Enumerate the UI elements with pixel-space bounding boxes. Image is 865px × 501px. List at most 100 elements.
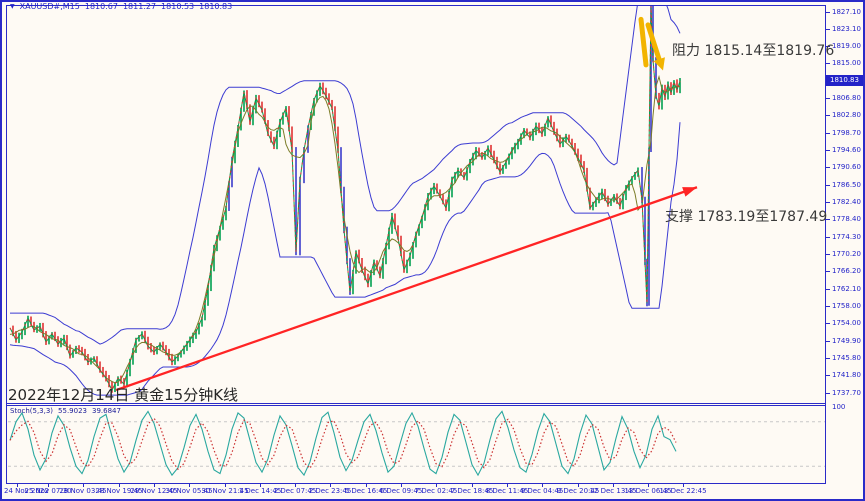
left-border	[6, 5, 7, 483]
price-axis-label: 1798.70	[832, 128, 861, 137]
time-axis-label: 29 Nov 12:45	[130, 487, 178, 495]
stoch-k-value: 55.9023	[58, 407, 87, 415]
time-tick	[683, 483, 684, 487]
support-annotation: 支撑 1783.19至1787.49	[665, 209, 828, 225]
price-tick	[826, 323, 830, 325]
time-axis-label: 12 Dec 13:45	[589, 487, 637, 495]
price-tick	[826, 11, 830, 13]
time-axis-label: 13 Dec 06:45	[624, 487, 672, 495]
price-axis-label: 1766.20	[832, 267, 861, 276]
time-tick	[436, 483, 437, 487]
price-axis-label: 1823.10	[832, 24, 861, 33]
price-axis-label: 1802.80	[832, 111, 861, 120]
time-tick	[83, 483, 84, 487]
time-axis-label: 25 Nov 07:30	[24, 487, 72, 495]
price-tick	[826, 236, 830, 238]
price-tick	[826, 340, 830, 342]
time-axis-label: 2 Dec 07:45	[273, 487, 317, 495]
time-tick	[119, 483, 120, 487]
price-tick	[826, 306, 830, 308]
chart-header: ▼ XAUUSD#,M15 1810.67 1811.27 1810.53 18…	[10, 2, 232, 11]
time-axis-line	[6, 483, 826, 484]
price-axis-label: 1774.30	[832, 232, 861, 241]
time-tick	[401, 483, 402, 487]
price-tick	[826, 63, 830, 65]
price-axis-label: 1786.50	[832, 180, 861, 189]
price-tick	[826, 28, 830, 30]
time-tick	[613, 483, 614, 487]
time-axis-label: 30 Nov 05:45	[165, 487, 213, 495]
time-tick	[578, 483, 579, 487]
time-axis-label: 1 Dec 14:45	[238, 487, 282, 495]
stoch-d-value: 39.6847	[91, 407, 121, 415]
main-panel-bottom-border	[6, 403, 826, 404]
price-axis-label: 1770.20	[832, 250, 861, 259]
price-axis-label: 1749.90	[832, 336, 861, 345]
time-tick	[330, 483, 331, 487]
price-axis-label: 1827.10	[832, 7, 861, 16]
time-axis-label: 7 Dec 02:45	[414, 487, 458, 495]
time-axis-label: 7 Dec 18:45	[450, 487, 494, 495]
price-tick	[826, 150, 830, 152]
price-axis-line	[825, 5, 826, 483]
stoch-label: Stoch(5,3,3)	[10, 407, 54, 415]
time-tick	[507, 483, 508, 487]
time-axis-label: 9 Dec 04:45	[520, 487, 564, 495]
time-axis-label: 28 Nov 19:45	[95, 487, 143, 495]
price-tick	[826, 288, 830, 290]
time-axis-label: 24 Nov 2022	[4, 487, 49, 495]
price-tick	[826, 358, 830, 360]
time-tick	[189, 483, 190, 487]
price-tick	[826, 46, 830, 48]
symbol-label: XAUUSD#,M15	[19, 2, 80, 11]
price-tick	[826, 184, 830, 186]
price-axis-label: 1815.00	[832, 59, 861, 68]
price-axis-label: 1790.60	[832, 163, 861, 172]
price-tick	[826, 167, 830, 169]
time-axis-label: 13 Dec 22:45	[659, 487, 707, 495]
price-axis-label: 1762.10	[832, 284, 861, 293]
price-axis-label: 1782.40	[832, 198, 861, 207]
price-tick	[826, 375, 830, 377]
time-tick	[17, 483, 18, 487]
price-tick	[826, 254, 830, 256]
time-tick	[366, 483, 367, 487]
ohlc-high: 1811.27	[122, 2, 157, 11]
resistance-annotation: 阻力 1815.14至1819.76	[672, 43, 835, 59]
time-tick	[648, 483, 649, 487]
time-tick	[260, 483, 261, 487]
time-axis-label: 30 Nov 21:45	[201, 487, 249, 495]
price-axis-label: 1745.80	[832, 354, 861, 363]
ohlc-open: 1810.67	[84, 2, 118, 11]
price-axis-label: 1741.80	[832, 371, 861, 380]
price-axis-label: 1758.00	[832, 302, 861, 311]
current-price-tag: 1810.83	[826, 75, 863, 86]
price-axis-label: 1806.80	[832, 94, 861, 103]
stoch-panel-top-border	[6, 405, 826, 406]
price-tick	[826, 392, 830, 394]
chart-caption: 2022年12月14日 黄金15分钟K线	[8, 386, 239, 404]
price-tick	[826, 132, 830, 134]
price-axis-label: 1794.60	[832, 146, 861, 155]
time-tick	[154, 483, 155, 487]
price-tick	[826, 271, 830, 273]
time-tick	[225, 483, 226, 487]
time-axis-label: 5 Dec 16:45	[344, 487, 388, 495]
ohlc-close: 1810.83	[199, 2, 233, 11]
price-axis-label: 1778.40	[832, 215, 861, 224]
price-axis-label: 1737.70	[832, 388, 861, 397]
stoch-indicator-header: Stoch(5,3,3) 55.9023 39.6847	[10, 407, 121, 415]
time-axis-label: 2 Dec 23:45	[308, 487, 352, 495]
main-panel-top-border	[6, 5, 826, 6]
time-tick	[542, 483, 543, 487]
time-axis-label: 6 Dec 09:45	[379, 487, 423, 495]
price-axis-label: 1819.00	[832, 42, 861, 51]
time-axis-label: 8 Dec 11:45	[485, 487, 529, 495]
time-axis-label: 9 Dec 20:45	[556, 487, 600, 495]
time-tick	[295, 483, 296, 487]
price-tick	[826, 98, 830, 100]
price-tick	[826, 115, 830, 117]
